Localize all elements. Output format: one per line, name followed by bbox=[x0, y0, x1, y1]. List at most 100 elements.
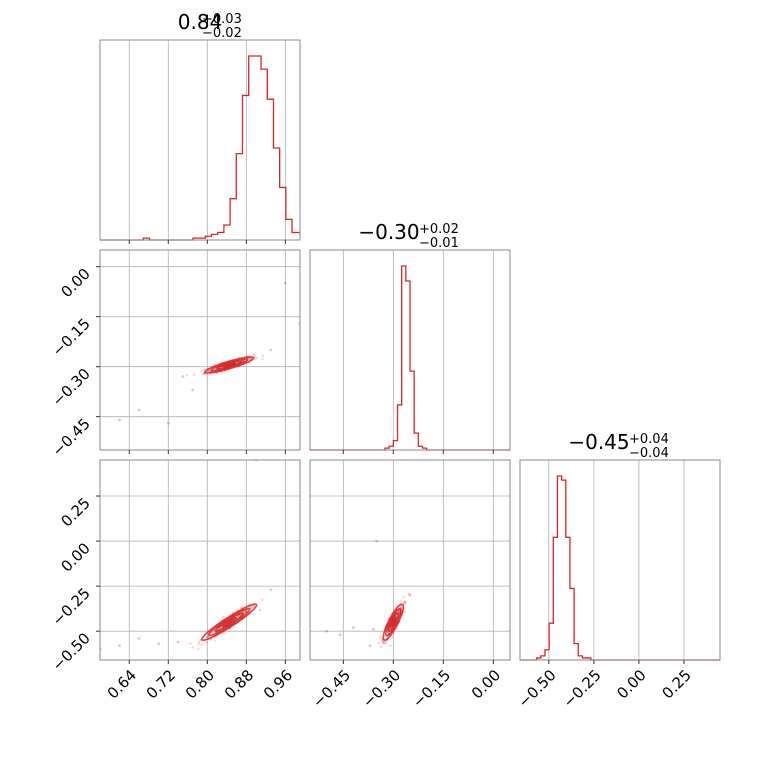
scatter-point bbox=[253, 354, 257, 358]
histogram-line bbox=[310, 265, 510, 451]
title-param-2-lower: −0.04 bbox=[629, 446, 669, 461]
outlier-point bbox=[137, 636, 141, 640]
scatter-point bbox=[377, 642, 381, 645]
scatter-point bbox=[378, 635, 382, 639]
histogram-line bbox=[520, 475, 720, 661]
density-contour bbox=[201, 603, 258, 641]
scatter-point bbox=[252, 604, 256, 608]
y-tick-label: −0.45 bbox=[49, 415, 94, 460]
x-tick-label: 0.72 bbox=[143, 666, 179, 702]
y-tick-label: 0.25 bbox=[57, 494, 93, 530]
outlier-point bbox=[118, 644, 121, 647]
density-contour bbox=[221, 616, 237, 628]
scatter-point bbox=[222, 615, 225, 618]
axis-tick-labels: 0.64 0.72 0.80 0.88 0.96 −0.45 −0.30 −0.15 0.00−… bbox=[49, 265, 695, 712]
scatter-point bbox=[205, 635, 209, 639]
scatter-point bbox=[261, 354, 265, 358]
x-tick-label: 0.88 bbox=[221, 666, 257, 702]
y-tick-label: 0.00 bbox=[57, 265, 93, 301]
x-tick-label: −0.30 bbox=[359, 666, 404, 711]
scatter-point bbox=[192, 373, 196, 377]
density-contour bbox=[222, 362, 237, 368]
outlier-point bbox=[375, 539, 379, 543]
outlier-point bbox=[283, 281, 287, 285]
panel-hist-param-1 bbox=[309, 249, 511, 454]
y-tick-label: −0.15 bbox=[49, 315, 94, 360]
density-contour bbox=[207, 607, 251, 637]
outlier-point bbox=[191, 388, 195, 392]
outlier-point bbox=[269, 348, 273, 352]
density-contour bbox=[385, 607, 402, 637]
x-tick-label: −0.25 bbox=[559, 666, 604, 711]
scatter-point bbox=[205, 640, 208, 644]
outlier-point bbox=[137, 408, 141, 412]
density-contour bbox=[210, 358, 249, 372]
panel-frame bbox=[99, 459, 301, 661]
y-tick-label: 0.00 bbox=[57, 539, 93, 575]
scatter-point bbox=[403, 600, 407, 604]
scatter-point bbox=[258, 608, 262, 612]
outlier-point bbox=[338, 633, 342, 637]
outlier-point bbox=[381, 640, 385, 644]
outlier-point bbox=[118, 418, 121, 422]
scatter-point bbox=[384, 640, 388, 644]
outlier-point bbox=[181, 375, 185, 379]
scatter-point bbox=[185, 373, 189, 377]
scatter-point bbox=[381, 640, 384, 643]
scatter-point bbox=[379, 645, 383, 649]
scatter-point bbox=[407, 592, 411, 596]
outlier-point bbox=[351, 626, 355, 629]
panel-frame bbox=[99, 39, 301, 241]
scatter-point bbox=[243, 610, 246, 614]
panel-frame bbox=[519, 459, 721, 661]
scatter-point bbox=[204, 373, 208, 376]
scatter-point bbox=[199, 639, 202, 642]
scatter-point bbox=[189, 642, 192, 646]
outlier-point bbox=[368, 644, 372, 647]
histogram-line bbox=[100, 55, 300, 241]
scatter-point bbox=[400, 600, 403, 603]
scatter-point bbox=[200, 643, 204, 646]
scatter-point bbox=[244, 610, 248, 613]
scatter-point bbox=[252, 353, 256, 356]
scatter-layer bbox=[100, 460, 273, 651]
panel-hist-param-2 bbox=[519, 459, 721, 664]
scatter-layer bbox=[118, 281, 300, 425]
panel-scatter-p0-p2 bbox=[96, 459, 301, 664]
scatter-point bbox=[250, 606, 253, 610]
outlier-point bbox=[166, 421, 170, 425]
density-core bbox=[391, 618, 396, 627]
outlier-point bbox=[157, 642, 160, 646]
scatter-point bbox=[397, 609, 401, 613]
panel-scatter-p0-p1 bbox=[96, 249, 301, 454]
scatter-point bbox=[200, 369, 203, 373]
scatter-point bbox=[213, 639, 217, 642]
scatter-point bbox=[214, 367, 217, 371]
panel-frame bbox=[99, 249, 301, 451]
density-contour bbox=[204, 356, 255, 374]
scatter-point bbox=[260, 598, 264, 601]
scatter-point bbox=[191, 646, 195, 649]
title-param-1: −0.30 bbox=[358, 220, 419, 244]
x-tick-label: −0.45 bbox=[309, 666, 354, 711]
density-contour bbox=[387, 612, 400, 632]
scatter-point bbox=[244, 610, 247, 614]
x-tick-label: 0.96 bbox=[260, 666, 296, 702]
scatter-point bbox=[399, 605, 403, 609]
scatter-point bbox=[403, 610, 407, 614]
scatter-point bbox=[403, 602, 407, 605]
density-core bbox=[223, 363, 235, 367]
title-param-0: 0.84 bbox=[178, 10, 223, 34]
title-param-0-lower: −0.02 bbox=[202, 26, 242, 41]
scatter-point bbox=[248, 357, 251, 360]
scatter-point bbox=[389, 644, 392, 647]
density-contour bbox=[214, 612, 244, 632]
x-tick-label: −0.15 bbox=[409, 666, 454, 711]
title-param-2-upper: +0.04 bbox=[629, 432, 669, 447]
scatter-point bbox=[391, 635, 394, 639]
outlier-point bbox=[371, 627, 375, 631]
scatter-point bbox=[197, 640, 201, 644]
title-param-1-upper: +0.02 bbox=[419, 222, 459, 237]
scatter-point bbox=[402, 595, 405, 599]
